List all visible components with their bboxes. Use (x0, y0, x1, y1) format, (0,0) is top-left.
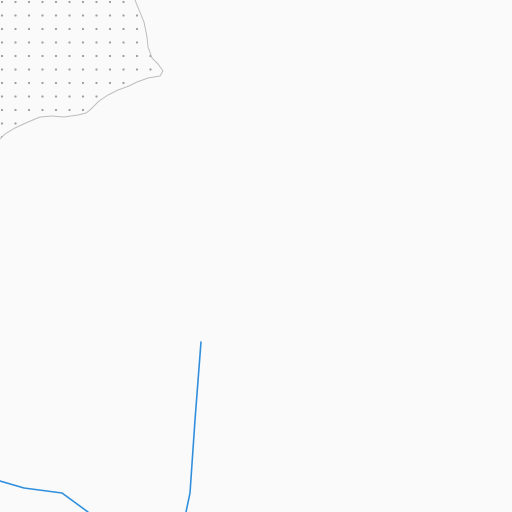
wetland-fill (0, 0, 163, 139)
stream-line-vertical (185, 341, 202, 512)
waterway (0, 341, 202, 512)
wetland-area (0, 0, 164, 140)
wetland-outline (0, 0, 164, 140)
stream-line-southwest (0, 480, 89, 512)
